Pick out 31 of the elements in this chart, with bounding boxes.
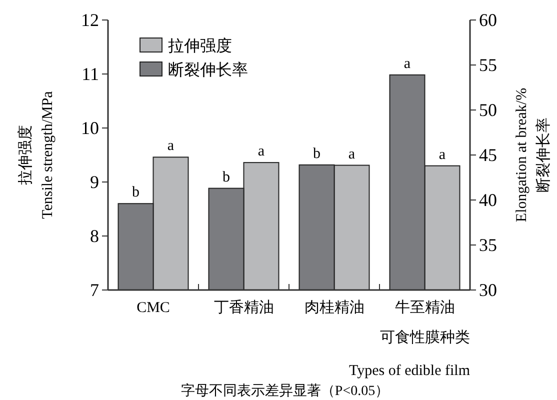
y-axis-title: 拉伸强度 Tensile strength/MPa [17, 90, 56, 219]
data-label: a [167, 138, 174, 154]
data-label: a [404, 56, 411, 72]
legend-label: 断裂伸长率 [168, 61, 248, 79]
data-label: b [313, 146, 320, 162]
x-tick-label: 丁香精油 [214, 299, 274, 316]
data-label: a [438, 146, 446, 163]
y-tick-label: 8 [90, 226, 99, 246]
y-tick-label: 10 [81, 118, 99, 138]
y2-tick-label: 55 [479, 55, 497, 75]
y2-tick-label: 45 [479, 145, 497, 165]
y-tick-label: 11 [82, 64, 99, 84]
x-tick-label: CMC [136, 300, 170, 316]
y-tick-label: 7 [90, 280, 99, 300]
y-tick-label: 12 [81, 10, 99, 30]
y2-tick-label: 35 [479, 235, 497, 255]
data-label: b [132, 184, 140, 201]
y2-tick-label: 60 [479, 10, 497, 30]
text: 字母不同表示差异显著（P<0.05） [180, 383, 390, 399]
legend-label: 拉伸强度 [168, 37, 232, 55]
y2-axis-title: Elongation at break/% 断裂伸长率 [514, 88, 552, 222]
data-label: a [258, 144, 265, 160]
x-tick-label: 牛至精油 [394, 299, 455, 316]
y2-tick-label: 50 [479, 100, 497, 120]
data-label: a [348, 146, 356, 162]
y2-tick-label: 40 [479, 190, 497, 210]
data-label: b [222, 169, 230, 186]
y-tick-label: 9 [90, 172, 99, 192]
y2-tick-label: 30 [479, 280, 497, 300]
x-axis-title: 可食性膜种类 Types of edible film [348, 329, 470, 379]
x-tick-label: 肉桂精油 [304, 299, 364, 316]
